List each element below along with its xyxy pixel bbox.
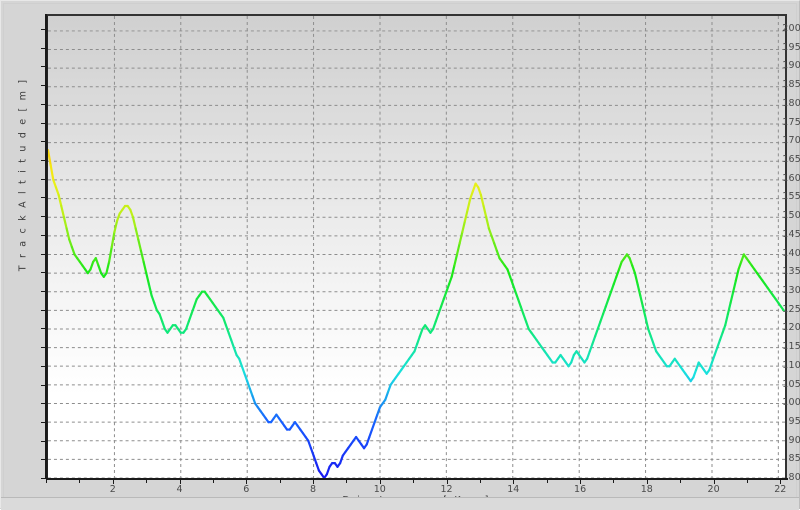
y-tick-label: 90 [788,434,800,446]
x-tick-mark [46,480,47,483]
x-tick-mark [746,480,748,483]
y-tick-mark [41,103,45,105]
x-tick-label: 12 [440,484,453,495]
y-tick-mark [41,159,45,161]
y-tick-mark [41,440,45,442]
y-tick-label: 190 [782,60,800,72]
y-tick-mark [41,178,45,180]
y-tick-mark [41,328,45,330]
y-tick-mark [41,384,45,386]
x-tick-label: 2 [109,484,116,495]
x-tick-mark [279,480,281,483]
y-tick-mark [41,122,45,124]
y-tick-label: 100 [782,397,800,409]
altitude-trace [48,149,785,478]
y-tick-label: 105 [782,378,800,390]
y-tick-mark [41,141,45,143]
y-tick-mark [41,197,45,199]
x-tick-label: 8 [309,484,317,495]
y-tick-mark [41,253,45,255]
y-tick-label: 95 [788,415,800,427]
y-axis-title: T r a c k A l t i t u d e [ m ] [17,77,29,272]
y-tick-mark [41,272,45,274]
y-tick-label: 120 [782,322,800,334]
grid-layer [48,16,785,478]
y-tick-mark [41,421,45,423]
y-tick-mark [41,29,45,30]
x-tick-mark [179,480,181,484]
x-tick-mark [546,480,548,483]
x-tick-mark [313,480,314,484]
x-tick-mark [646,480,648,484]
y-tick-label: 135 [782,266,800,278]
y-tick-label: 140 [782,247,800,259]
x-tick-mark [680,480,682,483]
x-tick-mark [479,480,481,483]
x-tick-label: 10 [373,484,386,495]
x-tick-mark [446,480,448,484]
x-tick-mark [613,480,615,483]
y-tick-mark [41,66,45,68]
x-axis-line [46,478,788,480]
y-tick-label: 160 [782,172,800,184]
y-tick-label: 175 [782,116,800,128]
x-tick-mark [146,480,148,483]
x-tick-mark [112,480,114,484]
y-tick-label: 185 [782,79,800,91]
y-tick-mark [41,234,45,236]
x-tick-mark [246,480,248,484]
y-tick-mark [41,47,45,49]
y-tick-mark [41,478,45,479]
y-tick-mark [41,290,45,292]
x-tick-mark [713,480,715,484]
y-tick-mark [41,365,45,367]
y-tick-label: 125 [782,303,800,315]
bottom-strip [1,498,799,510]
y-tick-label: 170 [782,135,800,147]
x-tick-mark [780,480,782,484]
y-tick-label: 180 [782,97,800,109]
x-tick-label: 18 [640,484,653,495]
y-tick-mark [41,403,45,405]
x-tick-label: 16 [574,484,587,495]
x-tick-mark [580,480,582,484]
plot-area [46,14,787,478]
bottom-separator [1,497,799,498]
x-tick-mark [513,480,515,484]
x-tick-mark [79,480,81,483]
x-tick-label: 4 [176,484,183,495]
y-tick-mark [41,309,45,311]
y-tick-label: 155 [782,191,800,203]
y-tick-label: 150 [782,210,800,222]
y-tick-label: 85 [788,453,800,465]
x-tick-mark [212,480,214,483]
x-tick-mark [413,480,415,483]
x-tick-label: 14 [507,484,520,495]
y-tick-label: 200 [782,23,800,34]
y-tick-label: 145 [782,228,800,240]
x-tick-label: 6 [243,484,250,495]
y-tick-label: 130 [782,284,800,296]
x-tick-label: 22 [774,484,787,495]
x-tick-mark [346,480,348,483]
y-axis-line [45,14,47,479]
y-tick-mark [41,347,45,348]
y-tick-label: 195 [782,41,800,53]
y-tick-label: 165 [782,153,800,165]
y-tick-label: 80 [788,472,800,483]
y-tick-label: 115 [782,341,800,352]
x-tick-mark [379,480,381,484]
x-tick-label: 20 [707,484,720,495]
y-tick-mark [41,216,45,218]
y-tick-label: 110 [782,359,800,371]
y-tick-mark [41,459,45,461]
y-tick-mark [41,85,45,87]
